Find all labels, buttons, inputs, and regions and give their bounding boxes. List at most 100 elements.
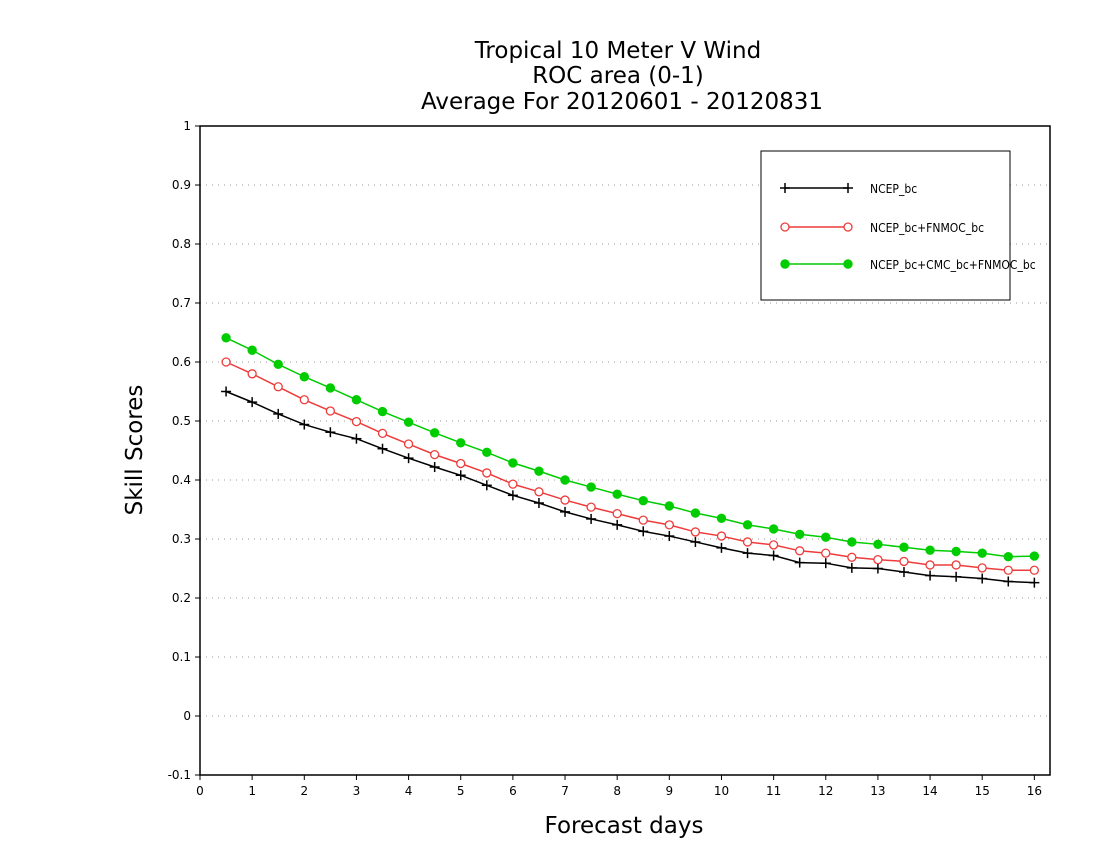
data-point — [221, 357, 231, 367]
data-point — [481, 480, 492, 491]
series-line — [225, 390, 1035, 584]
data-point — [273, 359, 283, 370]
data-point — [768, 540, 779, 550]
data-point — [951, 560, 961, 570]
data-point — [247, 345, 257, 355]
legend-label: NCEP_bc — [870, 182, 917, 196]
legend-item-2: NCEP_bc+FNMOC_bc — [780, 221, 984, 235]
data-point — [768, 524, 779, 534]
x-tick-label: 9 — [666, 784, 674, 798]
chart-title-line-1: Tropical 10 Meter V Wind — [474, 38, 761, 64]
data-point — [560, 506, 571, 517]
x-tick-label: 12 — [818, 784, 833, 798]
data-point — [508, 479, 518, 489]
data-point — [1029, 577, 1040, 588]
data-point — [1003, 565, 1013, 575]
y-tick-label: 1 — [183, 119, 191, 133]
legend-label: NCEP_bc+CMC_bc+FNMOC_bc — [870, 258, 1036, 272]
data-point — [1029, 551, 1040, 561]
data-point — [820, 558, 831, 569]
data-point — [403, 453, 414, 464]
data-point — [429, 428, 440, 438]
data-point — [951, 571, 962, 582]
data-point — [925, 560, 935, 570]
data-point — [899, 542, 909, 552]
data-point — [843, 183, 853, 193]
data-point — [843, 259, 853, 269]
y-tick-label: 0.8 — [172, 237, 191, 251]
x-tick-label: 16 — [1027, 784, 1042, 798]
data-point — [742, 548, 753, 559]
data-point — [821, 532, 831, 542]
data-point — [872, 563, 883, 574]
data-point — [780, 259, 790, 269]
data-point — [351, 433, 362, 444]
data-point — [898, 567, 909, 578]
x-tick-label: 4 — [405, 784, 413, 798]
data-point — [925, 545, 935, 555]
data-point — [780, 222, 790, 232]
data-point — [690, 508, 701, 518]
x-tick-label: 14 — [922, 784, 937, 798]
data-point — [403, 439, 414, 449]
axes-layer: -0.100.10.20.30.40.50.60.70.80.910 1 2 3 4 5 6… — [168, 119, 1051, 798]
data-point — [273, 408, 284, 419]
data-point — [821, 548, 831, 558]
legend-item-1: NCEP_bc — [780, 182, 917, 196]
data-point — [873, 539, 883, 550]
data-point — [1003, 576, 1014, 587]
data-point — [247, 397, 258, 408]
data-point — [403, 417, 414, 427]
data-point — [951, 546, 961, 557]
data-point — [586, 482, 596, 492]
data-point — [899, 556, 909, 567]
data-point — [482, 468, 492, 478]
data-point — [768, 550, 779, 561]
data-point — [377, 406, 388, 417]
data-point — [638, 526, 649, 537]
data-point — [925, 570, 936, 581]
y-axis-title: Skill Scores — [122, 385, 148, 516]
series-2 — [221, 357, 1040, 575]
data-point — [847, 537, 857, 547]
data-point — [325, 383, 336, 393]
data-point — [977, 548, 987, 558]
data-point — [429, 462, 440, 473]
data-point — [612, 489, 622, 499]
data-point — [533, 498, 544, 509]
data-point — [351, 395, 362, 405]
data-point — [794, 557, 805, 568]
series-layer — [221, 333, 1040, 588]
data-point — [560, 495, 570, 505]
data-point — [690, 536, 701, 547]
data-point — [638, 515, 648, 525]
data-point — [534, 466, 544, 476]
data-point — [846, 562, 857, 573]
y-tick-label: 0.3 — [172, 532, 191, 546]
data-point — [1029, 565, 1040, 575]
data-point — [742, 537, 753, 547]
x-tick-label: 3 — [353, 784, 361, 798]
data-point — [247, 369, 257, 379]
legend-box — [760, 150, 1011, 301]
y-tick-label: 0.6 — [172, 355, 191, 369]
data-point — [716, 542, 727, 553]
data-point — [690, 527, 701, 537]
data-point — [638, 495, 648, 506]
data-point — [664, 531, 675, 542]
data-point — [664, 520, 674, 530]
legend-item-3: NCEP_bc+CMC_bc+FNMOC_bc — [780, 258, 1036, 272]
y-tick-label: -0.1 — [168, 768, 191, 782]
data-point — [794, 529, 805, 539]
x-tick-label: 13 — [870, 784, 885, 798]
y-tick-label: 0.7 — [172, 296, 191, 310]
x-tick-label: 5 — [457, 784, 465, 798]
data-point — [377, 443, 388, 454]
data-point — [780, 183, 790, 193]
x-tick-label: 15 — [975, 784, 990, 798]
data-point — [664, 501, 675, 511]
y-tick-label: 0.1 — [172, 650, 191, 664]
x-tick-label: 0 — [196, 784, 204, 798]
data-point — [843, 222, 853, 232]
